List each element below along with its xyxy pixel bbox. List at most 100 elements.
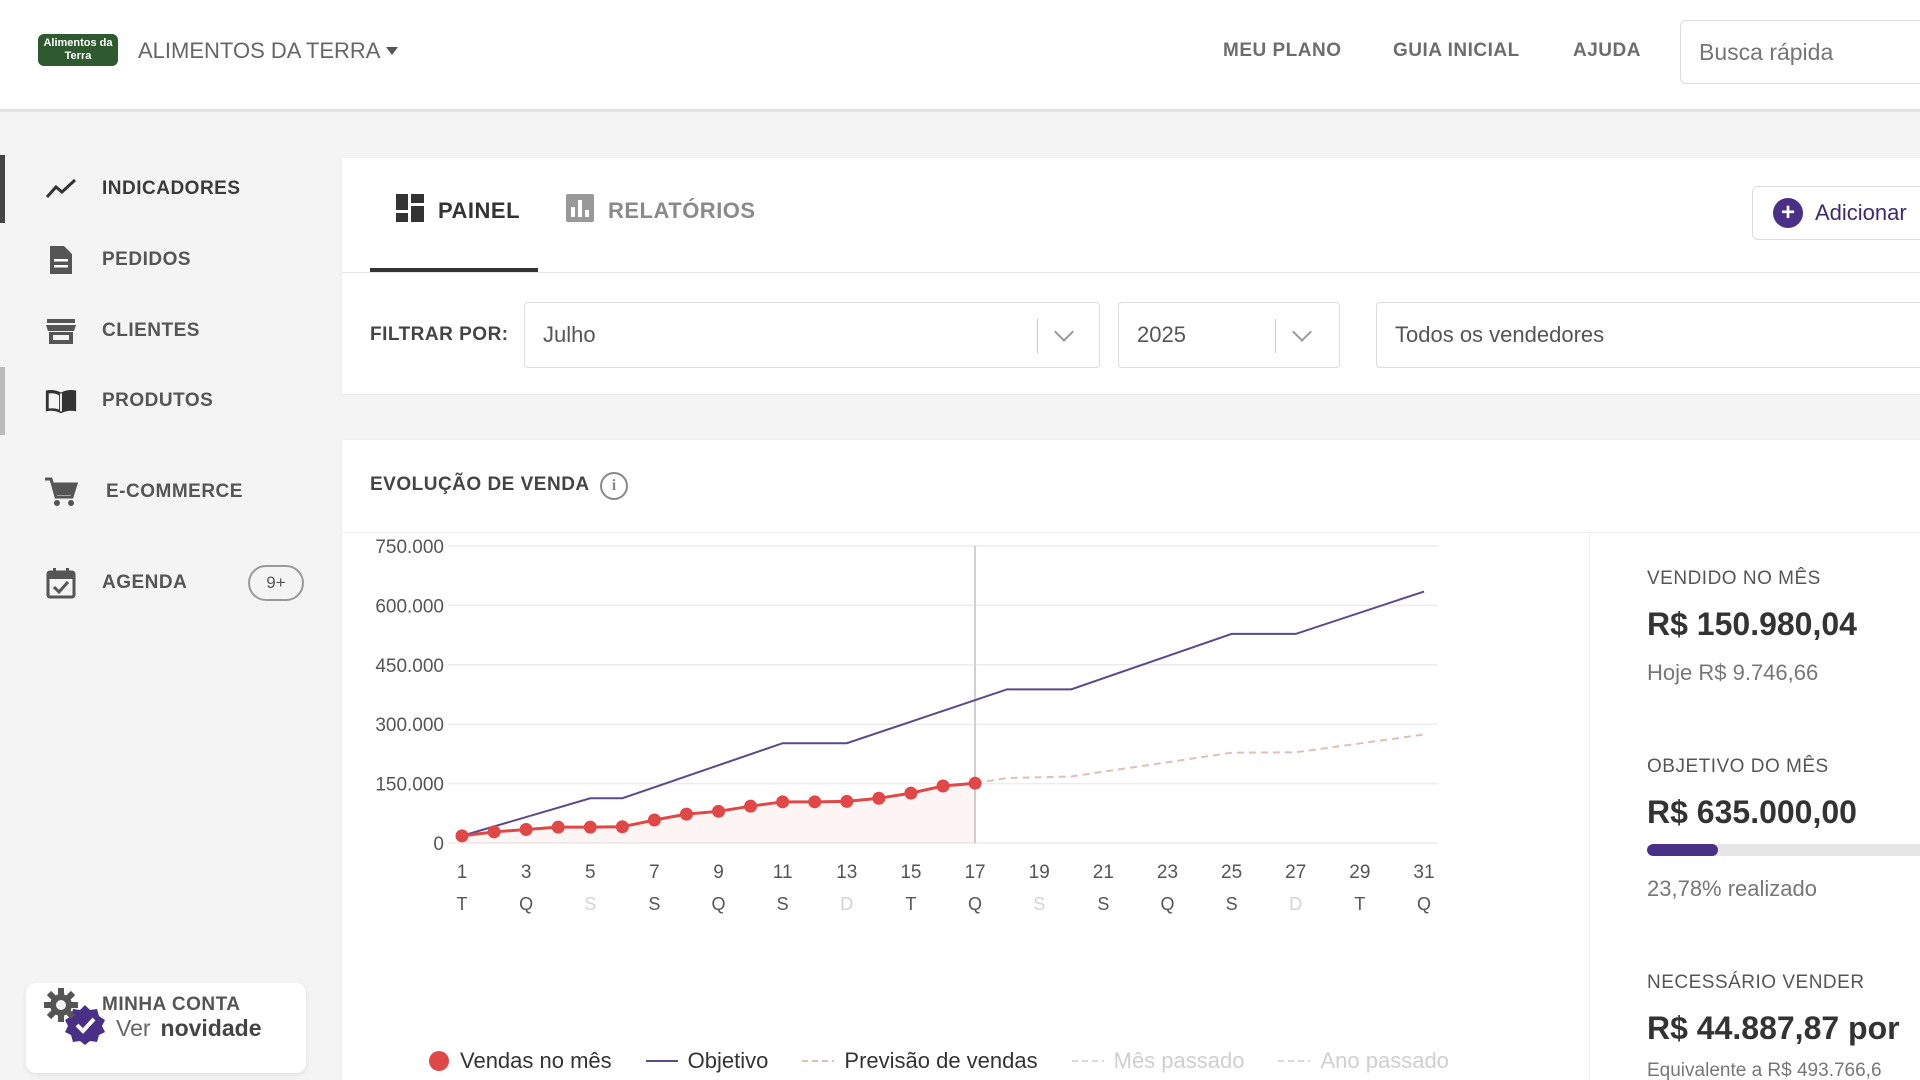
sales-chart: 750.000 600.000 450.000 300.000 150.000 01 T 3 Q… [375,537,1438,914]
legend-previsao[interactable]: Previsão de vendas [802,1048,1038,1074]
notification-badge: 9+ [248,565,304,601]
sidebar-item-minha-conta[interactable]: MINHA CONTA [0,977,330,1033]
tab-relatorios[interactable]: RELATÓRIOS [566,194,756,228]
sold-value: R$ 150.980,04 [1647,606,1857,642]
nav-ajuda[interactable]: AJUDA [1573,40,1641,61]
needed-label: NECESSÁRIO VENDER [1647,972,1865,993]
add-button-label: Adicionar [1815,200,1907,225]
weekday-tick-label: T [1354,894,1365,914]
info-icon[interactable]: i [600,472,628,500]
y-tick-label: 150.000 [375,775,444,796]
weekday-tick-label: S [648,894,660,914]
tab-label: RELATÓRIOS [608,198,756,223]
x-tick-label: 19 [1029,862,1050,883]
company-logo[interactable]: Alimentos da Terra [38,34,118,66]
sidebar-item-clientes[interactable]: CLIENTES [0,303,330,359]
trend-line-icon [44,172,78,206]
document-icon [44,243,78,277]
x-tick-label: 9 [713,862,724,883]
x-tick-label: 29 [1349,862,1370,883]
x-tick-label: 11 [773,862,793,883]
sales-point [968,776,982,790]
sidebar-item-produtos[interactable]: PRODUTOS [0,367,330,435]
nav-guia-inicial[interactable]: GUIA INICIAL [1393,40,1520,61]
legend-label: Previsão de vendas [844,1048,1038,1073]
nav-meu-plano[interactable]: MEU PLANO [1223,40,1342,61]
x-tick-label: 15 [900,862,921,883]
tab-painel[interactable]: PAINEL [396,194,520,228]
sidebar-item-ecommerce[interactable]: E-COMMERCE [0,464,330,520]
seller-select[interactable]: Todos os vendedores [1376,302,1920,368]
weekday-tick-label: Q [519,894,533,914]
company-name: ALIMENTOS DA TERRA [138,38,381,63]
weekday-tick-label: Q [1160,894,1174,914]
sales-point [776,795,790,809]
sales-point [455,829,469,843]
y-tick-label: 0 [433,834,444,855]
x-tick-label: 23 [1157,862,1178,883]
progress-text: 23,78% realizado [1647,876,1818,901]
chart-legend: Vendas no mês Objetivo Previsão de venda… [428,1048,1449,1074]
dashboard-header-card: PAINEL RELATÓRIOS + Adicionar FILTRAR PO… [342,158,1920,394]
chevron-down-icon [1292,322,1312,342]
filter-label: FILTRAR POR: [370,324,509,345]
x-tick-label: 5 [585,862,596,883]
sidebar: INDICADORES PEDIDOS CLIENTES PRODUTOS E-… [0,115,330,1080]
legend-vendas[interactable]: Vendas no mês [428,1048,612,1074]
sales-evolution-card: EVOLUÇÃO DE VENDA i 750.000 600.000 450.00… [342,440,1920,1080]
add-button[interactable]: + Adicionar [1752,186,1920,240]
sales-point [583,820,597,834]
legend-ano-passado[interactable]: Ano passado [1278,1048,1449,1074]
sidebar-item-label: MINHA CONTA [102,994,241,1015]
gear-icon [44,988,78,1022]
active-tab-indicator [370,268,538,273]
legend-objetivo[interactable]: Objetivo [645,1048,768,1074]
bar-chart-icon [566,194,594,228]
cart-icon [44,475,78,509]
top-bar: Alimentos da Terra ALIMENTOS DA TERRA MEU… [0,0,1920,112]
sales-point [936,779,950,793]
x-tick-label: 25 [1221,862,1242,883]
sales-point [904,786,918,800]
goal-label: OBJETIVO DO MÊS [1647,756,1829,777]
x-tick-label: 31 [1413,862,1434,883]
legend-label: Vendas no mês [460,1048,612,1073]
sidebar-item-indicadores[interactable]: INDICADORES [0,155,330,223]
dashboard-icon [396,194,424,228]
x-tick-label: 3 [521,862,532,883]
search-input[interactable] [1680,20,1920,84]
weekday-tick-label: Q [712,894,726,914]
sidebar-item-pedidos[interactable]: PEDIDOS [0,232,330,288]
chevron-down-icon [1054,322,1074,342]
sidebar-item-label: PEDIDOS [102,249,192,270]
weekday-tick-label: S [1097,894,1109,914]
novidade-bold: novidade [160,1014,262,1041]
sales-point [744,799,758,813]
legend-mes-passado[interactable]: Mês passado [1071,1048,1245,1074]
sales-point [615,820,629,834]
weekday-tick-label: D [1289,894,1302,914]
year-select[interactable]: 2025 [1118,302,1340,368]
sidebar-item-label: PRODUTOS [102,390,214,411]
weekday-tick-label: S [1033,894,1045,914]
sidebar-item-label: CLIENTES [102,320,200,341]
ver-novidade-button[interactable]: Ver novidade [26,983,306,1073]
sales-point [487,825,501,839]
weekday-tick-label: S [1226,894,1238,914]
legend-label: Ano passado [1320,1048,1449,1073]
month-select[interactable]: Julho [524,302,1100,368]
year-select-value: 2025 [1137,322,1186,347]
sales-point [872,791,886,805]
sidebar-item-agenda[interactable]: AGENDA 9+ [0,555,330,611]
legend-label: Mês passado [1113,1048,1245,1073]
weekday-tick-label: Q [1417,894,1431,914]
sidebar-item-label: E-COMMERCE [106,481,243,502]
sales-point [519,823,533,837]
calendar-icon [44,566,78,600]
weekday-tick-label: S [584,894,596,914]
sales-point [712,804,726,818]
company-selector[interactable]: ALIMENTOS DA TERRA [138,38,399,64]
x-tick-label: 17 [964,862,985,883]
novidade-prefix: Ver [116,1014,151,1041]
sales-point [647,813,661,827]
